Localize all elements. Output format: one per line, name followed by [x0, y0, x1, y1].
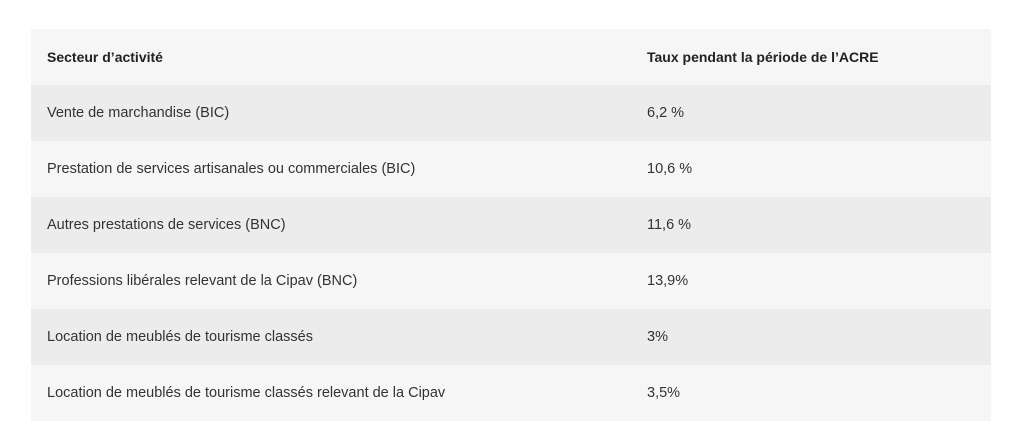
sector-cell: Location de meublés de tourisme classés … — [47, 385, 446, 401]
sector-cell: Autres prestations de services (BNC) — [47, 217, 286, 233]
table-row: Autres prestations de services (BNC) 11,… — [31, 197, 991, 253]
sector-cell: Professions libérales relevant de la Cip… — [47, 273, 358, 289]
rate-cell: 3% — [647, 329, 668, 345]
table-row: Vente de marchandise (BIC) 6,2 % — [31, 85, 991, 141]
rate-cell: 11,6 % — [647, 217, 692, 233]
header-rate: Taux pendant la période de l’ACRE — [647, 49, 879, 65]
acre-rate-table-container: Secteur d’activité Taux pendant la pério… — [31, 29, 991, 421]
rate-cell: 13,9% — [647, 273, 689, 289]
rate-cell: 10,6 % — [647, 161, 693, 177]
sector-cell: Location de meublés de tourisme classés — [47, 329, 313, 345]
table-row: Location de meublés de tourisme classés … — [31, 365, 991, 421]
table-row: Prestation de services artisanales ou co… — [31, 141, 991, 197]
sector-cell: Prestation de services artisanales ou co… — [47, 161, 416, 177]
table-header-row: Secteur d’activité Taux pendant la pério… — [31, 29, 991, 85]
acre-rate-table: Secteur d’activité Taux pendant la pério… — [31, 29, 991, 421]
rate-cell: 3,5% — [647, 385, 681, 401]
rate-cell: 6,2 % — [647, 105, 685, 121]
table-row: Professions libérales relevant de la Cip… — [31, 253, 991, 309]
sector-cell: Vente de marchandise (BIC) — [47, 105, 230, 121]
table-row: Location de meublés de tourisme classés … — [31, 309, 991, 365]
header-sector: Secteur d’activité — [47, 49, 163, 65]
